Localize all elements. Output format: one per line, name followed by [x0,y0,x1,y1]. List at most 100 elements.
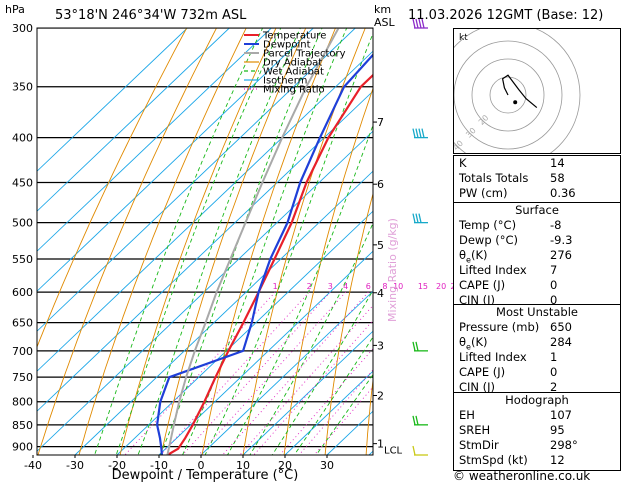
copyright: © weatheronline.co.uk [453,469,591,483]
isotherm-line [37,28,230,212]
temperature-tick-label: -10 [150,459,168,472]
mixing-ratio-label: 6 [366,282,371,291]
hodograph-trace [501,74,538,109]
isotherm-line [37,90,373,412]
hodograph-ring-label: 40 [454,139,465,153]
index-label: PW (cm) [459,186,508,200]
hodograph-ring-label: 30 [464,126,478,140]
surface-theta-label: θe(K) [459,248,488,265]
barb-flag [415,128,419,138]
hodograph-stat-value: 107 [550,408,572,422]
mixing-ratio-label: 10 [393,282,403,291]
index-row: K 14 [454,156,620,171]
wind-barb [412,445,428,456]
mu-li-value: 1 [550,350,558,364]
legend-label: Dry Adiabat [263,58,322,69]
wet-adiabat-line [182,28,348,455]
pressure-axis: 300 350 400 450 500 550 600 650 700 750 800 850 900 [12,22,33,454]
pressure-tick-label: 400 [12,132,33,145]
mu-pressure-value: 650 [550,320,572,334]
legend-label: Dewpoint [263,40,311,51]
wind-barb [412,415,428,426]
mu-title: Most Unstable [496,305,578,319]
hodograph-stat-row: StmSpd (kt) 12 [454,453,620,468]
hodograph-stat-label: StmSpd (kt) [459,453,528,467]
wet-adiabat-line [137,28,301,455]
surface-dewp-label: Dewp (°C) [459,233,519,247]
wet-adiabat-line [115,28,282,455]
mu-cin-label: CIN (J) [459,380,496,394]
temperature-tick-label: -30 [66,459,84,472]
dry-adiabat-line [324,192,373,455]
wind-barb [412,213,428,224]
surface-theta-value: 276 [550,248,572,262]
surface-dewp-value: -9.3 [550,233,573,247]
pressure-tick-label: 450 [12,177,33,190]
hodograph-stat-row: SREH 95 [454,423,620,438]
index-value: 0.36 [550,186,576,200]
temperature-axis: -40 -30 -20 -10 0 10 20 30 [24,455,334,472]
mixing-ratio-label: 20 [436,282,446,291]
dry-adiabat-line [201,28,336,455]
altitude-tick-label: 1 [377,438,384,451]
isotherm-line [37,130,373,452]
barb-flag [412,415,416,425]
legend-label: Wet Adiabat [263,67,324,78]
most-unstable-panel: Most Unstable Pressure (mb) 650 θe(K) 284 … [453,304,621,398]
barb-flag [412,445,416,456]
x-axis-title: Dewpoint / Temperature (°C) [112,468,299,483]
mixing-ratio-line [253,319,373,455]
mixing-ratio-line [182,291,331,455]
pressure-tick-label: 900 [12,441,33,454]
hodograph-stat-label: EH [459,408,475,422]
lcl-label: LCL [384,446,403,457]
isotherm-line [37,28,314,292]
pressure-tick-label: 500 [12,217,33,230]
barb-flag [412,213,416,223]
wet-adiabat-line [271,289,373,455]
pressure-tick-label: 700 [12,345,33,358]
hodograph-stat-row: StmDir 298° [454,438,620,453]
hodograph-ring [489,76,527,114]
temperature-tick-label: 30 [320,459,334,472]
hodograph-stat-value: 12 [550,453,565,467]
surface-title: Surface [515,203,559,217]
barb-flag [421,18,425,29]
mixing-ratio-label: 1 [273,282,278,291]
altitude-tick-label: 4 [377,287,384,300]
pressure-tick-label: 550 [12,253,33,266]
hodograph-stats-panel: Hodograph EH 107 SREH 95 StmDir 298° StmSpd (k… [453,392,621,471]
mu-cape-label: CAPE (J) [459,365,506,379]
wet-adiabat-line [204,32,373,455]
barb-flag [415,18,419,29]
isotherm-line [74,170,373,455]
index-label: K [459,156,467,170]
pressure-tick-label: 850 [12,419,33,432]
dry-adiabat-line [365,376,373,455]
barb-flag [415,415,419,425]
mixing-ratio-label: 2 [307,282,312,291]
barb-flag [415,213,419,223]
dry-adiabat-line [160,28,307,455]
temperature-tick-label: -20 [108,459,126,472]
surface-temp-value: -8 [550,218,562,232]
mu-cape-value: 0 [550,365,558,379]
temperature-profile [166,73,373,455]
surface-panel: Surface Temp (°C) -8 Dewp (°C) -9.3 θe(K) 2… [453,202,621,311]
index-row: Totals Totals 58 [454,171,620,186]
mixing-ratio-label: 3 [328,282,333,291]
wet-adiabat-line [94,28,264,455]
index-label: Totals Totals [459,171,529,185]
altitude-tick-label: 3 [377,339,384,352]
mixing-ratio-line [124,291,276,455]
wind-barbs [412,18,428,456]
plot-frame [36,27,374,456]
surface-li-value: 7 [550,263,558,277]
asl-unit-label: ASL [374,16,396,29]
mixing-ratio-label: 15 [418,282,428,291]
altitude-tick-label: 7 [377,116,384,129]
isotherm-line [116,210,373,455]
mu-theta-value: 284 [550,335,572,349]
